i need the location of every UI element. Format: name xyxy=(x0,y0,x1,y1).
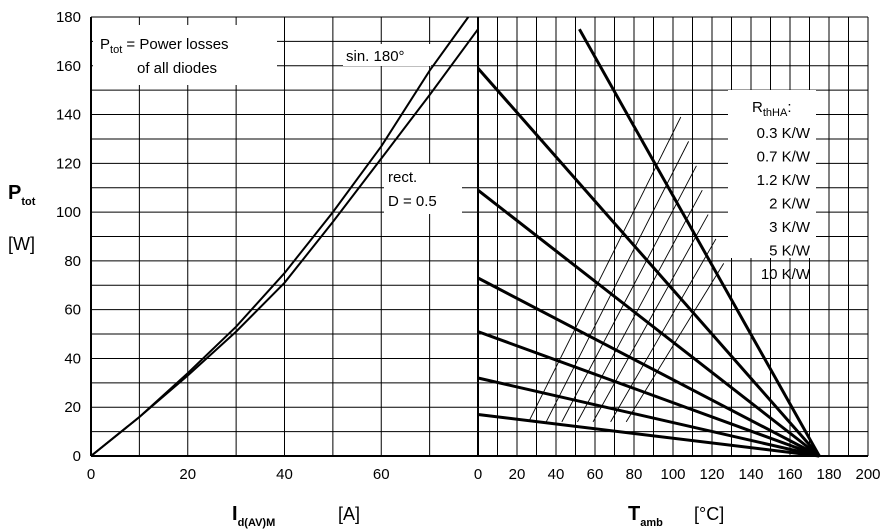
y-tick-label: 60 xyxy=(64,302,81,319)
x-tick-label-right: 200 xyxy=(855,466,880,483)
note-box xyxy=(93,25,277,85)
legend-entry: 1.2 K/W xyxy=(757,172,811,189)
leader-line xyxy=(561,165,697,423)
y-axis-unit: [W] xyxy=(8,234,35,254)
legend-entry: 2 K/W xyxy=(769,196,811,213)
series-rthha-line xyxy=(477,330,820,458)
x-tick-label-left: 20 xyxy=(179,466,196,483)
leader-line xyxy=(592,214,709,423)
x-tick-label-right: 180 xyxy=(816,466,841,483)
note-line-1: Ptot = Power losses xyxy=(100,36,229,56)
curves xyxy=(90,16,821,458)
legend-entry: 0.3 K/W xyxy=(757,125,811,142)
sin-label-bg xyxy=(343,44,431,66)
x-tick-label-right: 100 xyxy=(660,466,685,483)
y-tick-label: 120 xyxy=(56,155,81,172)
x-tick-label-left: 0 xyxy=(87,466,95,483)
leader-lines xyxy=(528,116,725,423)
leader-line xyxy=(610,238,717,423)
legend-entry: 10 K/W xyxy=(761,266,811,283)
legend-entry: 0.7 K/W xyxy=(757,149,811,166)
series-rect-d05 xyxy=(90,28,479,457)
tick-labels: 0 20 40 60 80 100 120 140 160 180 0 20 40 60 0 20 40 60 80… xyxy=(56,9,881,483)
leader-line xyxy=(545,141,690,423)
series-rthha-line xyxy=(477,276,820,458)
y-tick-label: 160 xyxy=(56,58,81,75)
series-label-sin: sin. 180° xyxy=(346,48,405,65)
x-tick-label-right: 20 xyxy=(509,466,526,483)
y-tick-label: 80 xyxy=(64,253,81,270)
x-axis-unit-right: [°C] xyxy=(694,504,724,524)
x-tick-label-right: 80 xyxy=(626,466,643,483)
leader-line xyxy=(577,189,703,423)
y-tick-label: 20 xyxy=(64,399,81,416)
series-rthha-line xyxy=(578,28,821,457)
series-rthha-line xyxy=(477,189,821,458)
x-tick-label-right: 40 xyxy=(548,466,565,483)
series-rthha-line xyxy=(477,413,820,458)
x-axis-label-left: Id(AV)M xyxy=(232,503,275,529)
series-label-rect: rect. xyxy=(388,169,417,186)
x-tick-label-right: 120 xyxy=(699,466,724,483)
legend-title: RthHA: xyxy=(752,99,791,119)
x-tick-label-right: 160 xyxy=(777,466,802,483)
series-label-rect-duty: D = 0.5 xyxy=(388,193,437,210)
x-tick-label-left: 60 xyxy=(373,466,390,483)
y-tick-label: 40 xyxy=(64,350,81,367)
y-axis-label: Ptot xyxy=(8,182,36,208)
x-axis-label-right: Tamb xyxy=(628,503,663,529)
x-tick-label-right: 0 xyxy=(474,466,482,483)
rect-label-bg xyxy=(384,164,462,214)
y-tick-label: 100 xyxy=(56,204,81,221)
legend-entry: 3 K/W xyxy=(769,219,811,236)
x-tick-label-right: 60 xyxy=(587,466,604,483)
note-line-2: of all diodes xyxy=(137,60,217,77)
legend-box xyxy=(728,90,816,258)
series-rthha-line xyxy=(476,67,821,457)
x-tick-label-left: 40 xyxy=(276,466,293,483)
y-tick-label: 0 xyxy=(73,448,81,465)
y-tick-label: 140 xyxy=(56,107,81,124)
series-rthha-line xyxy=(477,376,820,458)
leader-line xyxy=(528,116,682,423)
x-axis-unit-left: [A] xyxy=(338,504,360,524)
x-tick-label-right: 140 xyxy=(738,466,763,483)
legend-entry: 5 K/W xyxy=(769,243,811,260)
y-tick-label: 180 xyxy=(56,9,81,26)
legend-entries: 0.3 K/W 0.7 K/W 1.2 K/W 2 K/W 3 K/W 5 K/W 10 K… xyxy=(757,125,811,283)
